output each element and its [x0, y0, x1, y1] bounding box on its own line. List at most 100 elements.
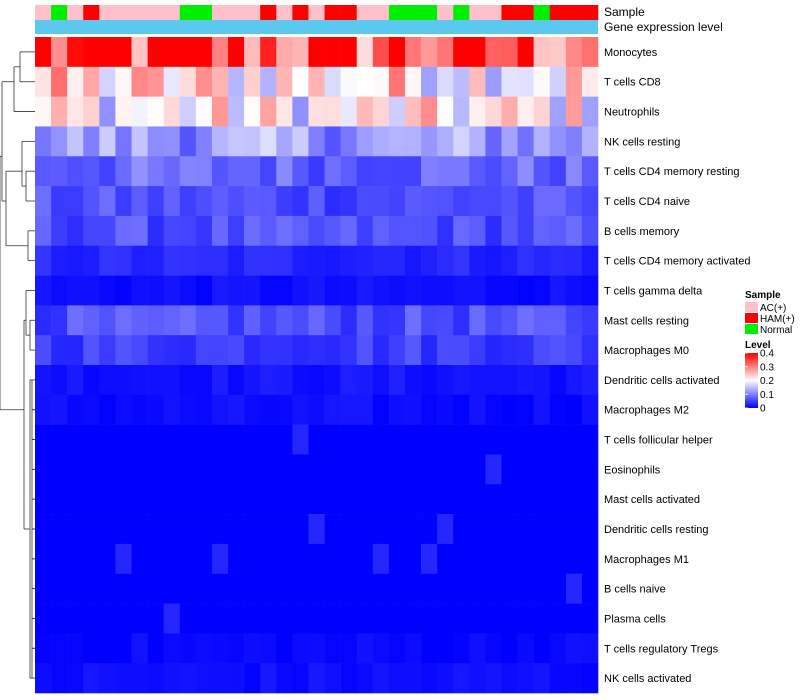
heatmap-cell: [211, 543, 229, 575]
heatmap-cell: [581, 96, 599, 127]
heatmap-cell: [388, 454, 406, 485]
heatmap-cell: [404, 663, 422, 694]
sample-annotation-cell: [211, 5, 229, 20]
heatmap-cell: [388, 663, 406, 694]
heatmap-cell: [533, 633, 551, 664]
heatmap-cell: [356, 305, 374, 336]
heatmap-cell: [324, 186, 341, 217]
heatmap-cell: [549, 215, 567, 247]
heatmap-cell: [195, 275, 213, 306]
heatmap-cell: [404, 215, 422, 247]
heatmap-cell: [324, 66, 341, 97]
sample-annotation-bar: [35, 5, 599, 20]
heatmap-cell: [147, 424, 164, 455]
heatmap-cell: [147, 245, 164, 276]
heatmap-cell: [51, 215, 68, 247]
heatmap-cell: [533, 603, 551, 634]
heatmap-cell: [308, 394, 325, 425]
heatmap-cell: [324, 215, 341, 247]
heatmap-cell: [115, 365, 132, 396]
heatmap-cell: [51, 156, 68, 187]
heatmap-cell: [244, 156, 261, 187]
heatmap-cell: [517, 305, 534, 336]
heatmap-cell: [388, 186, 406, 217]
heatmap-cell: [501, 454, 518, 485]
heatmap-cell: [131, 603, 148, 634]
heatmap-cell: [469, 126, 486, 157]
heatmap-cell: [115, 543, 132, 575]
heatmap-cell: [67, 424, 84, 455]
heatmap-cell: [308, 543, 325, 575]
row-label: Dendritic cells activated: [604, 375, 720, 387]
heatmap-cell: [35, 275, 52, 306]
heatmap-cell: [228, 663, 245, 694]
heatmap-cells: [35, 37, 599, 694]
heatmap-cell: [533, 156, 551, 187]
heatmap-cell: [565, 424, 583, 455]
heatmap-cell: [501, 215, 518, 247]
heatmap-cell: [99, 66, 116, 97]
heatmap-cell: [260, 424, 277, 455]
heatmap-cell: [308, 156, 325, 187]
heatmap-cell: [533, 245, 551, 276]
annotation-label-sample: Sample: [604, 5, 645, 19]
heatmap-cell: [83, 335, 100, 366]
heatmap-cell: [51, 573, 68, 604]
heatmap-cell: [437, 514, 454, 545]
heatmap-cell: [244, 633, 261, 664]
heatmap-cell: [501, 514, 518, 545]
heatmap-cell: [276, 484, 293, 515]
heatmap-cell: [581, 365, 599, 396]
heatmap-cell: [35, 186, 52, 217]
heatmap-cell: [453, 335, 470, 366]
heatmap-cell: [195, 335, 213, 366]
heatmap-cell: [356, 126, 374, 157]
heatmap-cell: [388, 335, 406, 366]
heatmap-cell: [35, 454, 52, 485]
heatmap-cell: [324, 633, 341, 664]
heatmap-cell: [421, 454, 438, 485]
heatmap-cell: [485, 573, 502, 604]
heatmap-cell: [501, 484, 518, 515]
heatmap-cell: [115, 245, 132, 276]
legend-swatch: [745, 324, 758, 334]
heatmap-cell: [211, 454, 229, 485]
heatmap-cell: [35, 66, 52, 97]
heatmap-cell: [260, 484, 277, 515]
heatmap-cell: [163, 663, 181, 694]
heatmap-cell: [565, 573, 583, 604]
heatmap-cell: [533, 186, 551, 217]
heatmap-cell: [163, 96, 181, 127]
heatmap-cell: [244, 275, 261, 306]
row-label: Dendritic cells resting: [604, 524, 709, 536]
heatmap-cell: [517, 543, 534, 575]
heatmap-cell: [211, 215, 229, 247]
heatmap-cell: [115, 275, 132, 306]
heatmap-cell: [147, 156, 164, 187]
heatmap-cell: [83, 454, 100, 485]
heatmap-cell: [179, 215, 197, 247]
heatmap-cell: [51, 37, 68, 68]
heatmap-cell: [163, 335, 181, 366]
row-label: B cells naive: [604, 584, 666, 596]
heatmap-cell: [51, 96, 68, 127]
heatmap-cell: [147, 454, 164, 485]
heatmap-cell: [179, 305, 197, 336]
heatmap-cell: [228, 484, 245, 515]
heatmap-cell: [308, 37, 325, 68]
heatmap-cell: [308, 305, 325, 336]
heatmap-cell: [147, 96, 164, 127]
heatmap-cell: [437, 603, 454, 634]
heatmap-cell: [163, 543, 181, 575]
heatmap-cell: [147, 126, 164, 157]
heatmap-cell: [533, 275, 551, 306]
heatmap-cell: [99, 335, 116, 366]
heatmap-cell: [99, 37, 116, 68]
sample-annotation-cell: [99, 5, 116, 20]
row-label: Neutrophils: [604, 107, 660, 119]
heatmap-cell: [565, 543, 583, 575]
heatmap-cell: [292, 394, 309, 425]
colorbar-tick-label: 0: [760, 404, 766, 415]
heatmap-cell: [340, 126, 358, 157]
heatmap-cell: [260, 66, 277, 97]
